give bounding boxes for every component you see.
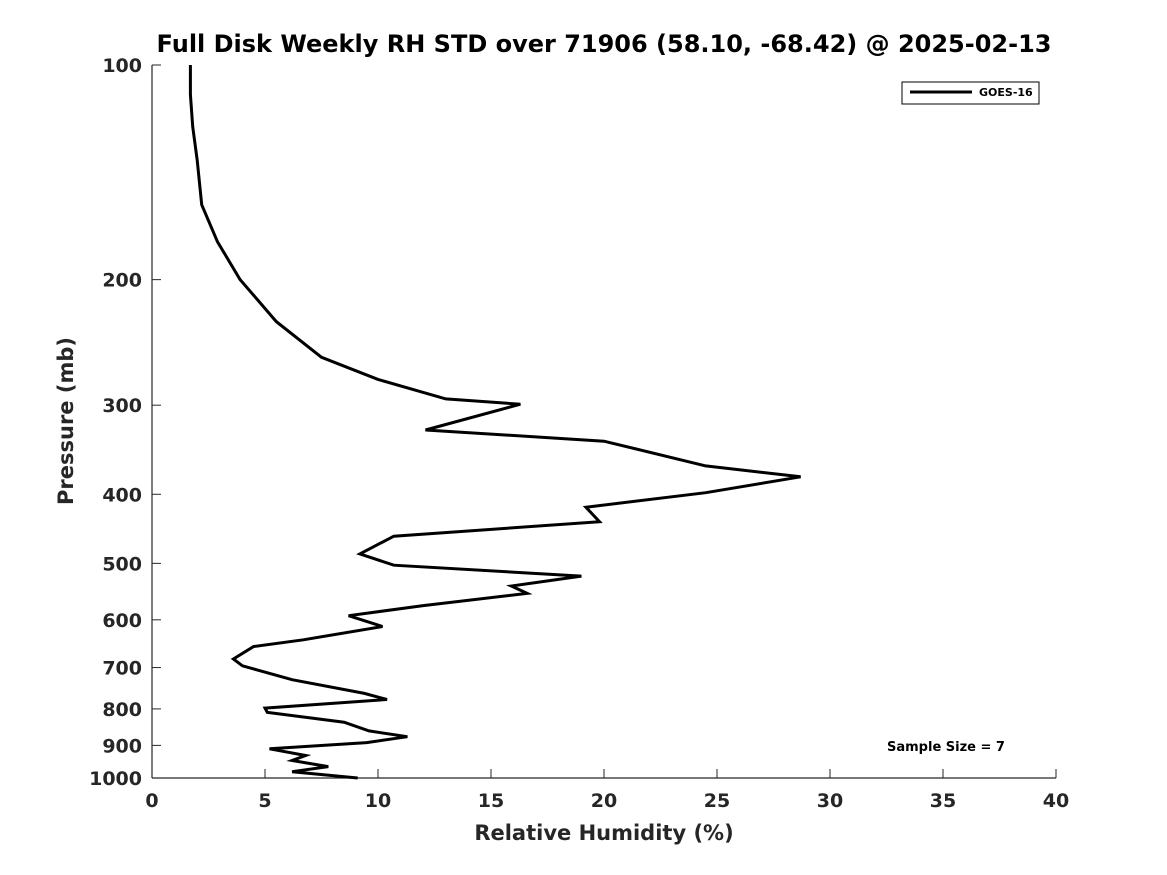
series-line-goes16: [188, 65, 801, 780]
chart-title: Full Disk Weekly RH STD over 71906 (58.1…: [157, 30, 1052, 58]
x-tick-label: 20: [591, 790, 617, 812]
legend: GOES-16: [901, 81, 1040, 105]
x-tick-label: 30: [817, 790, 843, 812]
x-tick-label: 35: [930, 790, 956, 812]
y-tick-label: 600: [102, 610, 142, 632]
axes: [151, 65, 1056, 779]
y-tick-label: 100: [102, 55, 142, 77]
x-tick-label: 0: [145, 790, 158, 812]
legend-label-goes16: GOES-16: [979, 86, 1033, 99]
y-tick-label: 200: [102, 270, 142, 292]
sample-size-annotation: Sample Size = 7: [887, 740, 1005, 755]
x-tick-label: 15: [478, 790, 504, 812]
x-tick-label: 10: [365, 790, 391, 812]
y-ticks: 100 200 300 400 500 600 700 800 900 1000: [89, 55, 161, 790]
x-tick-label: 25: [704, 790, 730, 812]
y-tick-label: 500: [102, 553, 142, 575]
y-tick-label: 700: [102, 658, 142, 680]
y-tick-label: 400: [102, 484, 142, 506]
y-tick-label: 300: [102, 395, 142, 417]
y-tick-label: 900: [102, 735, 142, 757]
x-axis-label: Relative Humidity (%): [474, 821, 733, 845]
series-group: [188, 65, 801, 780]
x-tick-label: 5: [258, 790, 271, 812]
x-tick-label: 40: [1043, 790, 1069, 812]
x-ticks: 0 5 10 15 20 25 30 35 40: [145, 769, 1069, 812]
y-tick-label: 800: [102, 699, 142, 721]
y-axis-label: Pressure (mb): [54, 337, 78, 505]
y-tick-label: 1000: [89, 768, 142, 790]
